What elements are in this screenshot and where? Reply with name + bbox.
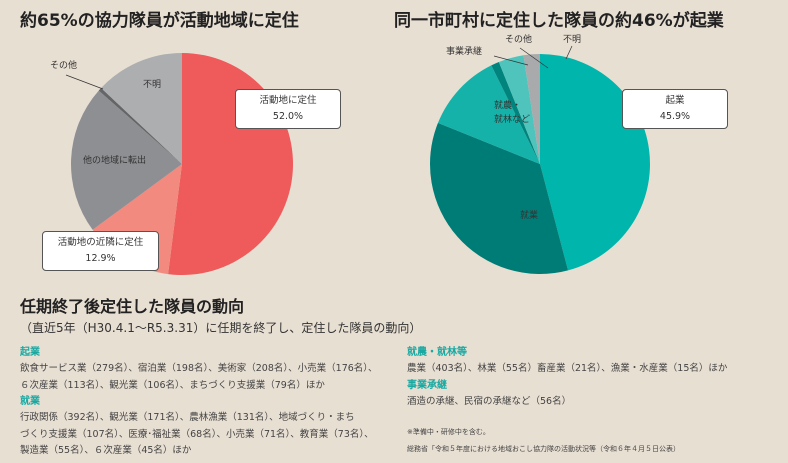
pie-slice-就業 xyxy=(429,122,569,274)
source: 総務省「令和５年度における地域おこし協力隊の活動状況等（令和６年４月５日公表） xyxy=(407,445,680,453)
text-employment-1: 行政関係（392名）、観光業（171名）、農林漁業（131名）、地域づくり・まち xyxy=(20,412,355,423)
label-farming: 就農・ 就林など xyxy=(494,99,530,127)
callout-label: 起業 xyxy=(665,95,685,106)
text-startup-2: ６次産業（113名）、観光業（106名）、まちづくり支援業（79名）ほか xyxy=(20,379,325,391)
label-employment: 就業 xyxy=(520,211,539,221)
pie-slice-就農・就林など xyxy=(437,65,540,164)
label-other: その他 xyxy=(505,35,533,45)
callout-value: 45.9% xyxy=(659,111,691,122)
pie-slice-不明 xyxy=(523,54,540,164)
pie-slice-他の地域に転出 xyxy=(71,90,182,230)
text-succession: 酒造の承継、民宿の承継など（56名） xyxy=(407,395,572,407)
text-employment-2: づくり支援業（107名）、医療･福祉業（68名）、小売業（71名）、教育業（73… xyxy=(20,428,374,440)
label-line: 就農・ xyxy=(494,101,522,111)
callout-label: 活動地の近隣に定住 xyxy=(57,237,144,248)
heading-startup: 起業 xyxy=(20,347,40,358)
pie-slice-事業承継 xyxy=(491,61,540,164)
heading-farming: 就農・就林等 xyxy=(407,347,467,358)
label-unknown: 不明 xyxy=(563,35,582,45)
heading-succession: 事業承継 xyxy=(407,379,447,391)
leader-line xyxy=(65,74,104,90)
leader-line xyxy=(519,47,549,69)
right-chart-title: 同一市町村に定住した隊員の約46%が起業 xyxy=(394,11,724,31)
label-unknown: 不明 xyxy=(143,80,162,90)
heading-employment: 就業 xyxy=(20,396,40,407)
callout-startup: 起業 45.9% xyxy=(622,89,728,129)
pie-slice-不明 xyxy=(101,53,182,164)
pie-slice-その他 xyxy=(498,55,540,164)
label-other-region: 他の地域に転出 xyxy=(83,156,147,166)
left-column: 起業 飲食サービス業（279名）、宿泊業（198名）、美術家（208名）、小売業… xyxy=(20,345,400,460)
section-subtitle: （直近5年（H30.4.1～R5.3.31）に任期を終了し、定住した隊員の動向） xyxy=(20,321,422,335)
callout-label: 活動地に定住 xyxy=(259,95,317,106)
pie-charts xyxy=(65,45,650,275)
text-startup-1: 飲食サービス業（279名）、宿泊業（198名）、美術家（208名）、小売業（17… xyxy=(20,363,378,374)
note: ※準備中・研修中を含む。 xyxy=(407,428,490,436)
label-line: 就林など xyxy=(494,115,531,125)
text-employment-3: 製造業（55名）、６次産業（45名）ほか xyxy=(20,445,192,456)
leader-line xyxy=(565,45,573,60)
pie-slice-その他 xyxy=(98,88,182,164)
leader-line xyxy=(493,55,529,66)
right-pie xyxy=(429,54,650,274)
label-other: その他 xyxy=(50,61,78,71)
callout-value: 52.0% xyxy=(272,111,304,122)
callout-settled: 活動地に定住 52.0% xyxy=(235,89,341,129)
text-farming: 農業（403名）、林業（55名）畜産業（21名）、漁業・水産業（15名）ほか xyxy=(407,363,728,374)
pie-slice-活動地に定住 xyxy=(168,52,294,275)
callout-nearby: 活動地の近隣に定住 12.9% xyxy=(42,231,159,271)
label-succession: 事業承継 xyxy=(446,47,483,57)
right-column: 就農・就林等 農業（403名）、林業（55名）畜産業（21名）、漁業・水産業（1… xyxy=(407,345,787,458)
callout-value: 12.9% xyxy=(85,253,116,264)
section-title: 任期終了後定住した隊員の動向 xyxy=(20,297,245,316)
left-chart-title: 約65%の協力隊員が活動地域に定住 xyxy=(20,11,299,31)
